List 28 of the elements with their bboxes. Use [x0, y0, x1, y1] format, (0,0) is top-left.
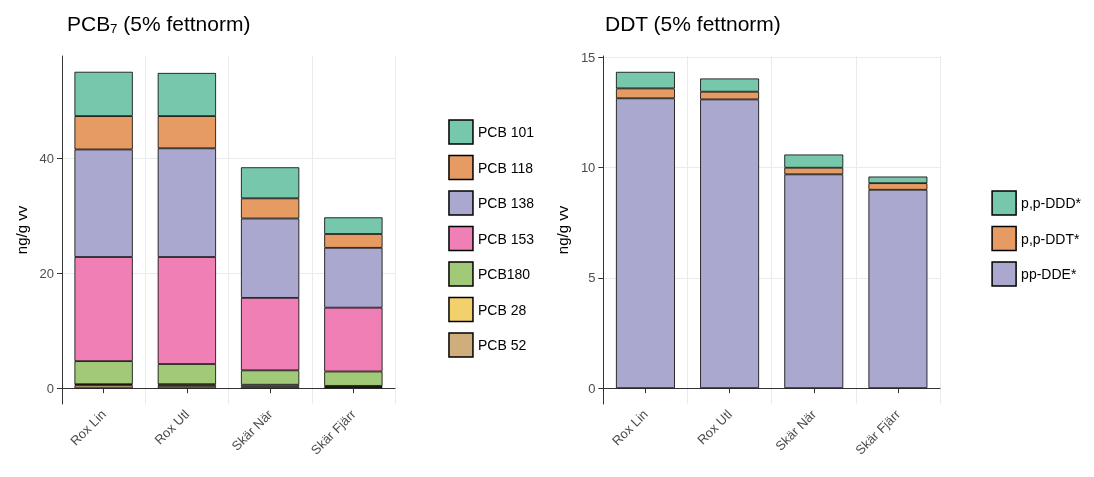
y-tick-label: 10: [580, 160, 596, 176]
y-tick-label: 20: [39, 265, 54, 281]
x-tick-label: Skär När: [772, 406, 820, 454]
legend-label: PCB 118: [477, 159, 534, 176]
legend-label: PCB 138: [477, 195, 535, 211]
legend-label: p,p-DDT*: [1021, 230, 1080, 247]
x-tick-label: Skär Fjärr: [852, 406, 904, 458]
y-axis-title: ng/g vv: [554, 205, 571, 255]
chart-title: DDT (5% fettnorm): [605, 12, 781, 35]
legend-label: pp-DDE*: [1021, 266, 1077, 282]
legend-label: PCB 28: [477, 301, 527, 318]
legend-label: PCB 153: [477, 230, 535, 247]
y-tick-label: 0: [46, 380, 54, 396]
y-tick-label: 40: [39, 150, 54, 166]
x-tick-label: Rox Utl: [151, 406, 193, 448]
y-tick-label: 15: [580, 50, 596, 66]
x-tick-label: Rox Utl: [694, 406, 735, 448]
y-tick-label: 5: [588, 270, 596, 286]
legend-label: PCB 52: [477, 337, 527, 353]
legend-label: PCB180: [477, 266, 531, 282]
x-tick-label: Rox Lin: [67, 406, 109, 449]
chart-title: PCB₇ (5% fettnorm): [67, 12, 251, 35]
x-tick-label: Rox Lin: [609, 406, 651, 449]
legend-label: PCB 101: [477, 124, 535, 140]
y-tick-label: 0: [588, 380, 596, 396]
y-axis-title: ng/g vv: [12, 205, 30, 255]
x-tick-label: Skär När: [228, 406, 276, 454]
legend-label: p,p-DDD*: [1021, 195, 1082, 211]
